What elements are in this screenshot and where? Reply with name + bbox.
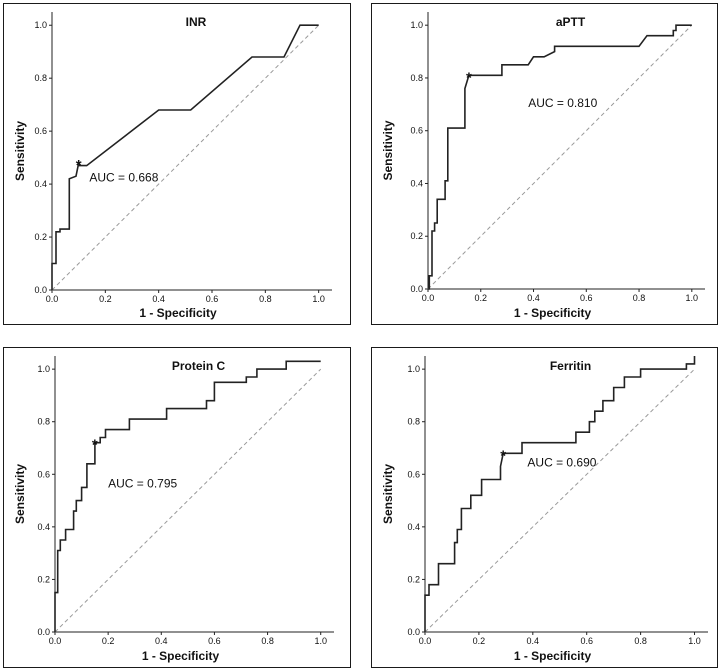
x-tick-label: 0.4 [527, 636, 540, 646]
roc-curve-ferritin [424, 356, 696, 632]
roc-chart-inr: 0.0 0.2 0.4 0.6 0.8 1.0 0.0 0.2 0.4 0.6 0.8 1.0 * INR… [13, 12, 332, 320]
y-tick-label: 0.6 [37, 469, 50, 479]
x-tick-label: 0.2 [102, 636, 115, 646]
roc-curve-protein-c [54, 360, 321, 632]
y-axis-label: Sensitivity [381, 120, 395, 180]
x-axis-label: 1 - Specificity [514, 306, 592, 320]
chart-title: Ferritin [550, 359, 591, 373]
chart-panel-ferritin: 0.0 0.2 0.4 0.6 0.8 1.0 0.0 0.2 0.4 0.6 0.8 1.0 * Fer… [371, 347, 718, 668]
cutoff-marker: * [92, 437, 98, 454]
x-tick-label: 1.0 [312, 294, 325, 304]
y-tick-label: 1.0 [37, 364, 50, 374]
reference-line [54, 368, 322, 633]
y-tick-label: 0.6 [34, 126, 47, 136]
x-axis-label: 1 - Specificity [142, 649, 220, 663]
y-tick-label: 0.8 [37, 417, 50, 427]
x-axis-label: 1 - Specificity [514, 649, 592, 663]
y-tick-label: 0.8 [407, 417, 420, 427]
x-tick-label: 0.6 [580, 293, 593, 303]
y-tick-label: 1.0 [407, 364, 420, 374]
auc-label: AUC = 0.690 [527, 455, 596, 469]
x-tick-label: 0.4 [155, 636, 168, 646]
chart-panel-inr: 0.0 0.2 0.4 0.6 0.8 1.0 0.0 0.2 0.4 0.6 0.8 1.0 * INR… [3, 3, 351, 325]
chart-title: INR [186, 15, 207, 29]
roc-curve-aptt [428, 24, 692, 290]
roc-chart-protein-c: 0.0 0.2 0.4 0.6 0.8 1.0 0.0 0.2 0.4 0.6 0.8 1.0 * Pro… [13, 356, 334, 663]
x-tick-label: 0.4 [152, 294, 165, 304]
y-tick-label: 0.0 [37, 627, 50, 637]
reference-line [51, 24, 320, 291]
y-tick-label: 0.2 [407, 574, 420, 584]
x-tick-label: 1.0 [314, 636, 327, 646]
y-tick-label: 0.0 [407, 627, 420, 637]
x-tick-label: 0.2 [473, 636, 486, 646]
x-tick-label: 0.8 [261, 636, 274, 646]
y-tick-label: 0.8 [34, 73, 47, 83]
y-tick-label: 1.0 [34, 20, 47, 30]
cutoff-marker: * [500, 447, 506, 464]
y-axis-label: Sensitivity [381, 464, 395, 524]
y-tick-label: 0.2 [34, 232, 47, 242]
roc-chart-ferritin: 0.0 0.2 0.4 0.6 0.8 1.0 0.0 0.2 0.4 0.6 0.8 1.0 * Fer… [381, 356, 708, 663]
x-tick-label: 0.2 [475, 293, 488, 303]
x-tick-label: 0.6 [580, 636, 593, 646]
y-tick-label: 0.6 [407, 469, 420, 479]
auc-label: AUC = 0.668 [89, 170, 158, 184]
chart-panel-aptt: 0.0 0.2 0.4 0.6 0.8 1.0 0.0 0.2 0.4 0.6 0.8 1.0 * aPT… [371, 3, 718, 325]
auc-label: AUC = 0.810 [528, 96, 597, 110]
y-tick-label: 0.8 [410, 73, 423, 83]
x-tick-label: 0.6 [208, 636, 221, 646]
y-tick-label: 0.0 [34, 285, 47, 295]
y-axis-label: Sensitivity [13, 464, 27, 524]
roc-curve-inr [51, 24, 319, 290]
chart-title: aPTT [556, 15, 586, 29]
x-tick-label: 0.0 [422, 293, 435, 303]
x-tick-label: 0.0 [419, 636, 432, 646]
y-tick-label: 0.4 [34, 179, 47, 189]
chart-title: Protein C [172, 359, 226, 373]
y-tick-label: 0.6 [410, 126, 423, 136]
auc-label: AUC = 0.795 [108, 476, 177, 490]
y-tick-label: 1.0 [410, 20, 423, 30]
y-tick-label: 0.4 [37, 522, 50, 532]
x-tick-label: 0.8 [259, 294, 272, 304]
x-tick-label: 0.0 [46, 294, 59, 304]
y-tick-label: 0.2 [410, 231, 423, 241]
x-axis-label: 1 - Specificity [139, 306, 217, 320]
reference-line [424, 368, 695, 633]
reference-line [427, 24, 693, 290]
x-tick-label: 0.2 [99, 294, 112, 304]
y-tick-label: 0.2 [37, 574, 50, 584]
x-tick-label: 0.6 [206, 294, 219, 304]
y-tick-label: 0.4 [410, 178, 423, 188]
x-tick-label: 0.8 [633, 293, 646, 303]
cutoff-marker: * [466, 69, 472, 86]
cutoff-marker: * [76, 157, 82, 174]
y-axis-label: Sensitivity [13, 121, 27, 181]
x-tick-label: 0.8 [634, 636, 647, 646]
roc-chart-aptt: 0.0 0.2 0.4 0.6 0.8 1.0 0.0 0.2 0.4 0.6 0.8 1.0 * aPT… [381, 12, 705, 320]
x-tick-label: 1.0 [688, 636, 701, 646]
x-tick-label: 0.4 [527, 293, 540, 303]
x-tick-label: 1.0 [686, 293, 699, 303]
chart-panel-protein-c: 0.0 0.2 0.4 0.6 0.8 1.0 0.0 0.2 0.4 0.6 0.8 1.0 * Pro… [3, 347, 351, 668]
y-tick-label: 0.4 [407, 522, 420, 532]
y-tick-label: 0.0 [410, 284, 423, 294]
x-tick-label: 0.0 [49, 636, 62, 646]
